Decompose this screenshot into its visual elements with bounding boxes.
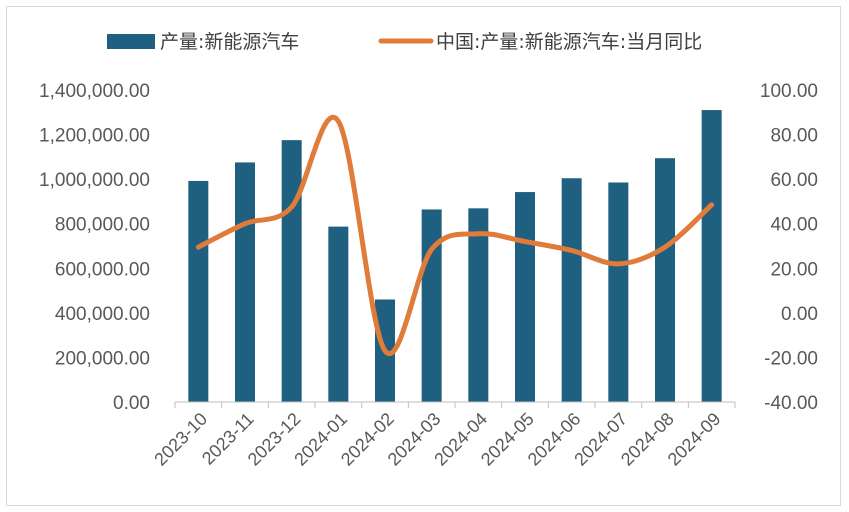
legend-swatch-bar [107,34,155,49]
left-axis-tick-label: 400,000.00 [55,304,150,325]
line-series [195,115,715,357]
right-axis-tick-label: 60.00 [770,170,818,191]
left-axis-tick-label: 0.00 [113,393,150,414]
x-axis: 2023-102023-112023-122024-012024-022024-… [150,401,736,470]
yoy-line [195,115,715,357]
right-axis-tick-label: 0.00 [781,304,818,325]
left-axis-tick-label: 800,000.00 [55,215,150,236]
left-axis-tick-label: 1,000,000.00 [39,170,150,191]
left-axis-tick-label: 1,400,000.00 [39,81,150,102]
right-axis-tick-label: 80.00 [770,126,818,147]
bar-2024-04 [468,208,489,402]
bar-2024-08 [655,158,675,402]
left-axis: 0.00 200,000.00 400,000.00 600,000.00 800,00… [39,81,150,414]
bar-2024-03 [421,209,442,402]
bar-2023-12 [281,140,302,402]
legend-label-line: 中国:产量:新能源汽车:当月同比 [436,31,702,53]
bar-2024-05 [515,192,535,402]
right-axis: -40.00 -20.00 0.00 20.00 40.00 60.00 80.00 100.… [760,81,818,414]
right-axis-tick-label: -40.00 [764,393,818,414]
bar-series [188,110,722,403]
bar-2024-09 [701,110,722,403]
right-axis-tick-label: 40.00 [770,215,818,236]
right-axis-tick-label: -20.00 [764,348,818,369]
left-axis-tick-label: 200,000.00 [55,348,150,369]
bar-2024-07 [608,182,629,402]
bar-2024-06 [561,178,582,402]
left-axis-tick-label: 600,000.00 [55,259,150,280]
right-axis-tick-label: 100.00 [760,81,818,102]
bar-2024-01 [328,226,349,402]
x-axis-tick-label: 2023-10 [150,409,211,470]
bar-2023-11 [235,162,255,402]
legend: 产量:新能源汽车 中国:产量:新能源汽车:当月同比 [107,31,702,53]
legend-label-bar: 产量:新能源汽车 [160,31,299,53]
right-axis-tick-label: 20.00 [770,259,818,280]
left-axis-tick-label: 1,200,000.00 [39,126,150,147]
bar-2023-10 [188,180,209,402]
